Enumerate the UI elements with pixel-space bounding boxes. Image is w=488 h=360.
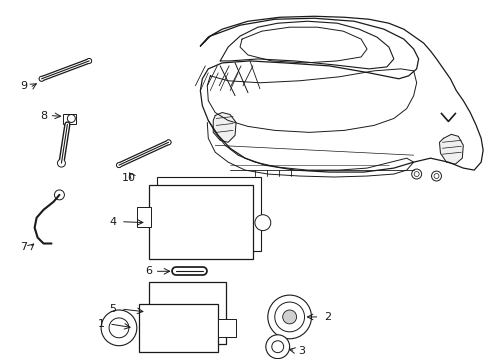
Bar <box>148 282 225 344</box>
Circle shape <box>86 58 92 63</box>
Circle shape <box>254 215 270 231</box>
Text: 4: 4 <box>109 217 116 227</box>
Text: 5: 5 <box>109 304 116 314</box>
Bar <box>156 177 260 251</box>
Circle shape <box>109 318 129 338</box>
Text: 7: 7 <box>20 243 27 252</box>
Circle shape <box>166 140 171 145</box>
Circle shape <box>267 295 311 339</box>
Text: 8: 8 <box>40 111 47 121</box>
Text: 9: 9 <box>20 81 27 91</box>
Circle shape <box>39 76 44 81</box>
Polygon shape <box>439 134 462 164</box>
Bar <box>137 207 150 227</box>
Text: 3: 3 <box>298 346 305 356</box>
Circle shape <box>265 335 289 359</box>
Circle shape <box>274 302 304 332</box>
Bar <box>148 185 252 260</box>
Bar <box>63 113 76 125</box>
Circle shape <box>271 341 283 353</box>
Text: 10: 10 <box>122 173 136 183</box>
Text: 1: 1 <box>98 319 104 329</box>
Circle shape <box>101 310 137 346</box>
Text: 2: 2 <box>323 312 330 322</box>
Bar <box>218 319 236 337</box>
Text: 6: 6 <box>145 266 152 276</box>
Bar <box>139 304 218 352</box>
Circle shape <box>282 310 296 324</box>
Circle shape <box>116 163 121 168</box>
Circle shape <box>57 159 65 167</box>
Polygon shape <box>213 113 236 142</box>
